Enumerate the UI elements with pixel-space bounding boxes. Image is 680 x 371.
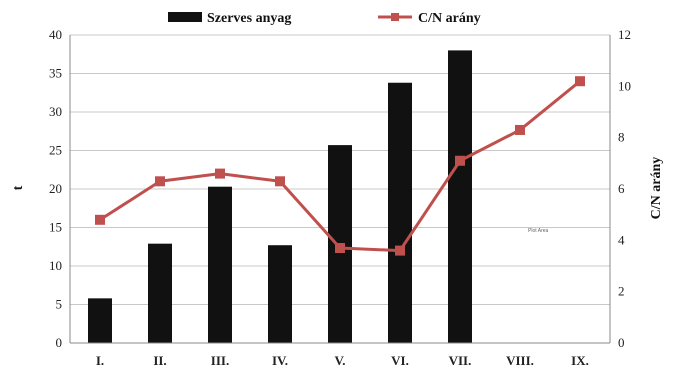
right-tick-label: 10 [618,78,631,93]
legend: Szerves anyag C/N arány [168,11,481,26]
bar [208,186,232,343]
line-point [215,168,225,179]
left-tick-label: 25 [49,143,62,158]
legend-line-label: C/N arány [418,11,481,26]
left-axis-title: t [11,185,26,190]
line-point [335,243,345,254]
legend-line-marker [391,13,399,21]
category-label: VII. [449,353,472,368]
line-point [395,245,405,256]
right-tick-label: 2 [618,284,625,299]
category-labels: I. II. III. IV. V. VI. VII. VIII. IX. [96,353,589,368]
category-label: I. [96,353,104,368]
left-tick-label: 0 [56,335,63,350]
left-tick-label: 20 [49,181,62,196]
left-tick-label: 15 [49,220,62,235]
bar [88,298,112,343]
bar [268,245,292,343]
bar [448,50,472,344]
bar [148,243,172,343]
legend-bar-swatch [168,12,202,22]
plot-area-note: Plot Area [528,228,549,234]
right-tick-label: 4 [618,232,625,247]
category-label: III. [211,353,229,368]
right-axis-title: C/N arány [649,157,664,220]
right-tick-label: 0 [618,335,625,350]
line-point [575,76,585,87]
line-point [95,214,105,225]
right-tick-label: 6 [618,181,625,196]
category-label: VIII. [506,353,534,368]
line-point [515,124,525,135]
category-label: IV. [272,353,288,368]
category-label: II. [153,353,166,368]
axes [69,35,611,344]
left-tick-label: 30 [49,104,62,119]
category-label: V. [335,353,346,368]
line-point [155,176,165,187]
left-axis-ticks: 0 5 10 15 20 25 30 35 40 [49,27,62,350]
line-point [275,176,285,187]
bar [388,82,412,344]
category-label: IX. [571,353,589,368]
line-point [455,155,465,166]
left-tick-label: 40 [49,27,62,42]
line-series [95,76,585,256]
left-tick-label: 10 [49,258,62,273]
right-axis-ticks: 0 2 4 6 8 10 12 [618,27,631,350]
right-tick-label: 8 [618,130,625,145]
left-tick-label: 35 [49,66,62,81]
bar-series [88,50,472,344]
legend-bar-label: Szerves anyag [207,11,291,26]
right-tick-label: 12 [618,27,631,42]
left-tick-label: 5 [56,297,63,312]
category-label: VI. [391,353,409,368]
